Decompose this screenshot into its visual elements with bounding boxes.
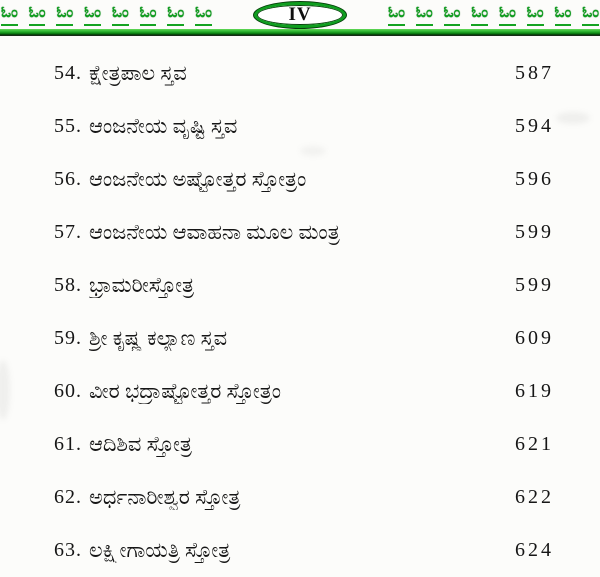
toc-entry: 57. ಆಂಜನೇಯ ಆವಾಹನಾ ಮೂಲ ಮಂತ್ರ 599 — [54, 206, 554, 259]
header-rule — [0, 29, 600, 36]
om-symbol: ಓಂ — [195, 5, 212, 26]
entry-number: 62. — [54, 486, 82, 508]
toc-entry: 62. ಅರ್ಧನಾರೀಶ್ವರ ಸ್ತೋತ್ರ 622 — [54, 471, 554, 524]
om-symbol: ಓಂ — [1, 5, 18, 26]
toc-entry: 55. ಆಂಜನೇಯ ವೃಷ್ಟಿ ಸ್ತವ 594 — [54, 100, 554, 153]
entry-number: 60. — [54, 380, 82, 402]
entry-title: ಆಂಜನೇಯ ಆವಾಹನಾ ಮೂಲ ಮಂತ್ರ — [89, 220, 340, 244]
entry-page-number: 599 — [515, 221, 554, 243]
entry-title: ಭ್ರಾಮರೀಸ್ತೋತ್ರ — [89, 273, 195, 297]
entry-number: 55. — [54, 115, 82, 137]
om-symbol: ಓಂ — [84, 5, 101, 26]
toc-entry: 63. ಲಕ್ಷ್ಮೀಗಾಯತ್ರಿ ಸ್ತೋತ್ರ 624 — [54, 524, 554, 577]
toc-entry: 60. ವೀರ ಭದ್ರಾಷ್ಟೋತ್ತರ ಸ್ತೋತ್ರಂ 619 — [54, 365, 554, 418]
section-label: IV — [288, 4, 312, 25]
entry-title: ಶ್ರೀ ಕೃಷ್ಣ ಕಲ್ಯಾಣ ಸ್ತವ — [89, 326, 228, 350]
entry-page-number: 594 — [515, 115, 554, 137]
entry-page-number: 596 — [515, 168, 554, 190]
om-symbol: ಓಂ — [28, 5, 46, 26]
toc-list: 54. ಕ್ಷೇತ್ರಪಾಲ ಸ್ತವ 587 55. ಆಂಜನೇಯ ವೃಷ್ಟಿ ಸ್… — [0, 36, 600, 577]
toc-entry: 54. ಕ್ಷೇತ್ರಪಾಲ ಸ್ತವ 587 — [54, 47, 554, 100]
entry-page-number: 622 — [515, 486, 554, 508]
om-symbol: ಓಂ — [526, 5, 544, 26]
entry-page-number: 624 — [515, 539, 554, 561]
toc-entry: 56. ಆಂಜನೇಯ ಅಷ್ಟೋತ್ತರ ಸ್ತೋತ್ರಂ 596 — [54, 153, 554, 206]
om-row-left: ಓಂ ಓಂ ಓಂ ಓಂ ಓಂ ಓಂ ಓಂ ಓಂ — [1, 5, 212, 26]
toc-entry: 59. ಶ್ರೀ ಕೃಷ್ಣ ಕಲ್ಯಾಣ ಸ್ತವ 609 — [54, 312, 554, 365]
om-symbol: ಓಂ — [56, 5, 74, 26]
entry-title: ಆಂಜನೇಯ ಅಷ್ಟೋತ್ತರ ಸ್ತೋತ್ರಂ — [89, 167, 307, 191]
entry-page-number: 587 — [515, 62, 554, 84]
toc-entry: 58. ಭ್ರಾಮರೀಸ್ತೋತ್ರ 599 — [54, 259, 554, 312]
entry-number: 54. — [54, 62, 82, 84]
entry-number: 58. — [54, 274, 82, 296]
entry-number: 59. — [54, 327, 82, 349]
entry-title: ಅರ್ಧನಾರೀಶ್ವರ ಸ್ತೋತ್ರ — [89, 485, 241, 509]
om-symbol: ಓಂ — [139, 5, 157, 26]
entry-number: 56. — [54, 168, 82, 190]
om-symbol: ಓಂ — [111, 5, 129, 26]
entry-title: ವೀರ ಭದ್ರಾಷ್ಟೋತ್ತರ ಸ್ತೋತ್ರಂ — [89, 379, 282, 403]
toc-entry: 61. ಆದಿಶಿವ ಸ್ತೋತ್ರ 621 — [54, 418, 554, 471]
entry-page-number: 609 — [515, 327, 554, 349]
entry-title: ಆದಿಶಿವ ಸ್ತೋತ್ರ — [89, 432, 192, 456]
om-symbol: ಓಂ — [167, 5, 185, 26]
entry-title: ಲಕ್ಷ್ಮೀಗಾಯತ್ರಿ ಸ್ತೋತ್ರ — [89, 538, 231, 562]
entry-number: 57. — [54, 221, 82, 243]
om-symbol: ಓಂ — [499, 5, 516, 26]
entry-page-number: 621 — [515, 433, 554, 455]
entry-number: 61. — [54, 433, 82, 455]
om-row-right: ಓಂ ಓಂ ಓಂ ಓಂ ಓಂ ಓಂ ಓಂ ಓಂ — [388, 5, 599, 26]
entry-title: ಆಂಜನೇಯ ವೃಷ್ಟಿ ಸ್ತವ — [89, 114, 238, 138]
section-badge: IV — [254, 1, 346, 28]
om-symbol: ಓಂ — [443, 5, 461, 26]
om-symbol: ಓಂ — [554, 5, 572, 26]
om-symbol: ಓಂ — [582, 5, 599, 26]
entry-title: ಕ್ಷೇತ್ರಪಾಲ ಸ್ತವ — [89, 61, 187, 85]
om-symbol: ಓಂ — [471, 5, 489, 26]
entry-page-number: 599 — [515, 274, 554, 296]
entry-number: 63. — [54, 539, 82, 561]
entry-page-number: 619 — [515, 380, 554, 402]
om-symbol: ಓಂ — [415, 5, 433, 26]
om-symbol: ಓಂ — [388, 5, 405, 26]
page-header: ಓಂ ಓಂ ಓಂ ಓಂ ಓಂ ಓಂ ಓಂ ಓಂ IV ಓಂ ಓಂ ಓಂ ಓಂ ಓಂ ಓಂ ಓಂ ಓಂ — [0, 0, 600, 28]
